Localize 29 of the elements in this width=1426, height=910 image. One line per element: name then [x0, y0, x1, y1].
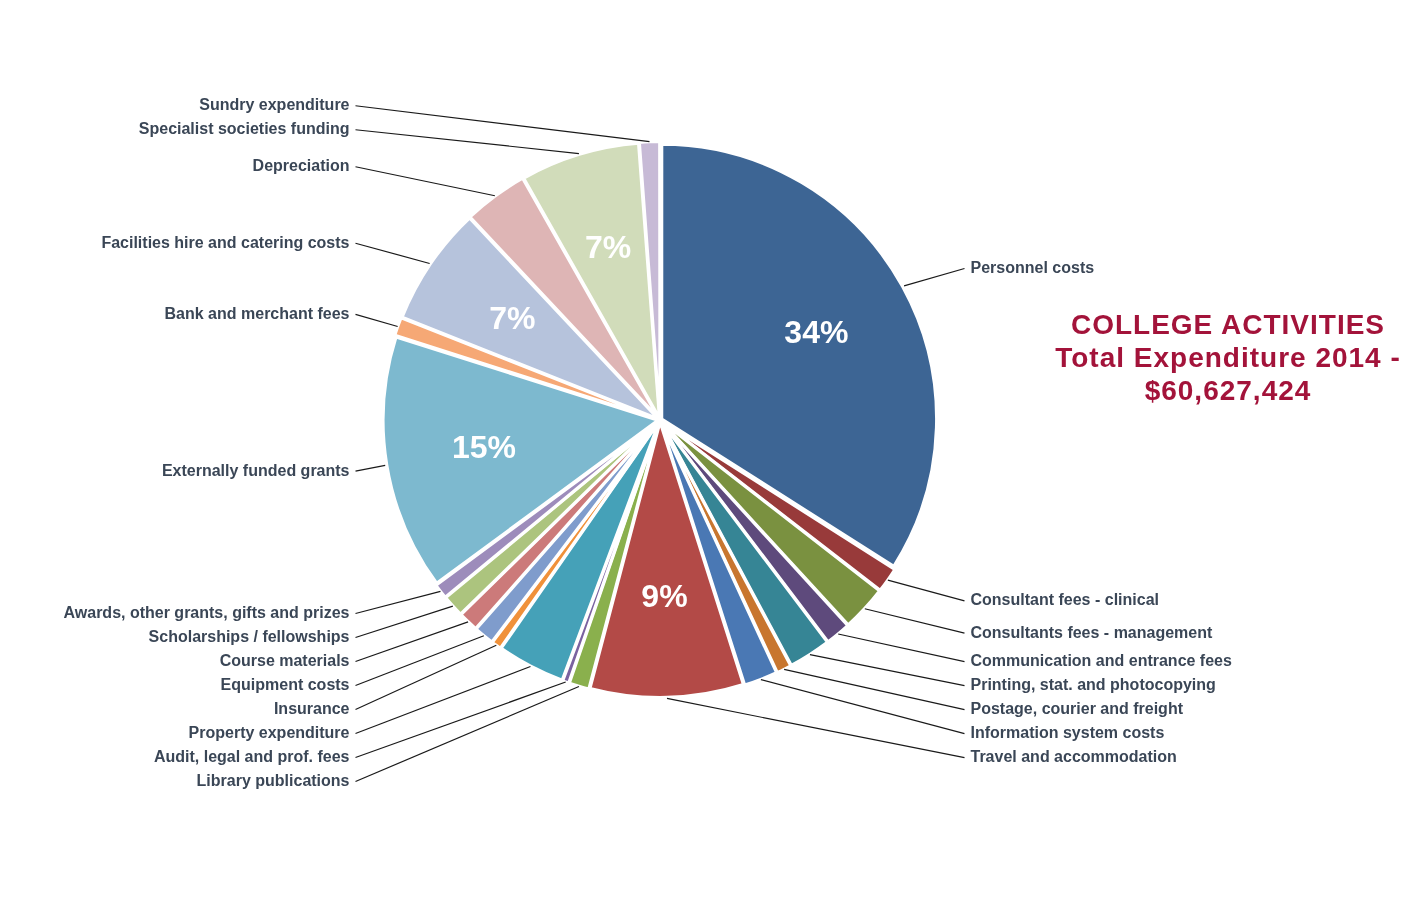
- slice-label: Scholarships / fellowships: [148, 627, 350, 645]
- slice-label: Insurance: [273, 699, 350, 717]
- slice-label: Property expenditure: [188, 723, 350, 741]
- slice-label: Course materials: [219, 651, 350, 669]
- slice-label: Bank and merchant fees: [164, 304, 350, 322]
- slice-label: Personnel costs: [970, 258, 1095, 276]
- slice-label: Consultant fees - clinical: [970, 591, 1159, 609]
- slice-label: Depreciation: [252, 157, 350, 175]
- slice-label: Information system costs: [970, 724, 1165, 742]
- slice-label: Externally funded grants: [161, 461, 350, 479]
- slice-label: Printing, stat. and photocopying: [970, 676, 1216, 694]
- slice-label: Audit, legal and prof. fees: [153, 747, 350, 765]
- slice-label: Sundry expenditure: [199, 96, 350, 114]
- data-label: 7%: [489, 299, 536, 336]
- data-label: 15%: [451, 428, 516, 465]
- text: Total Expenditure 2014 - $60,627,424: [1054, 341, 1402, 407]
- slice-label: Postage, courier and freight: [970, 700, 1184, 718]
- slice-label: Communication and entrance fees: [970, 652, 1232, 670]
- data-label: 7%: [584, 229, 632, 266]
- slice-label: Consultants fees - management: [970, 623, 1213, 641]
- slice-label: Library publications: [196, 771, 350, 789]
- slice-label: Facilities hire and catering costs: [101, 233, 350, 251]
- data-label: 34%: [784, 313, 849, 350]
- text: COLLEGE ACTIVITIES: [1069, 308, 1387, 341]
- slice-label: Specialist societies funding: [138, 120, 350, 138]
- slice-label: Travel and accommodation: [970, 748, 1177, 766]
- data-label: 9%: [641, 578, 688, 615]
- slice-label: Equipment costs: [220, 675, 350, 693]
- slice-label: Awards, other grants, gifts and prizes: [63, 603, 350, 621]
